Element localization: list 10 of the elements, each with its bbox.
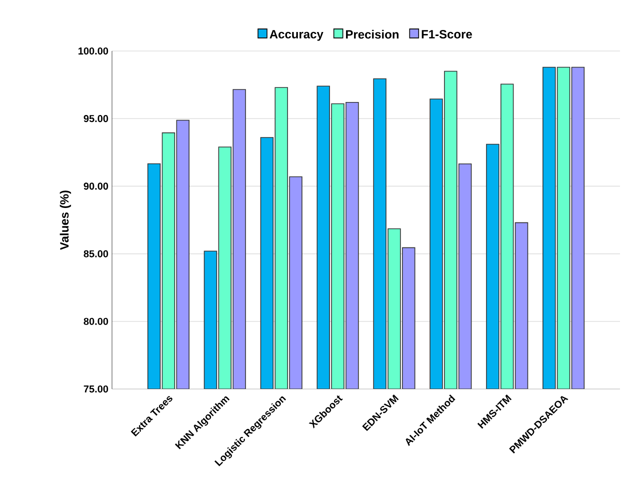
- y-axis-title: Values (%): [60, 190, 72, 250]
- y-tick-label: 75.00: [84, 385, 108, 393]
- legend-label: Accuracy: [270, 30, 324, 41]
- legend-label: F1-Score: [422, 30, 472, 38]
- y-tick-label: 100.00: [78, 47, 108, 55]
- y-tick-label: 80.00: [84, 318, 108, 325]
- y-tick-label: 90.00: [84, 182, 108, 190]
- y-tick-label: 95.00: [84, 115, 108, 122]
- y-tick-label: 85.00: [84, 250, 108, 258]
- legend-label: Precision: [346, 30, 399, 39]
